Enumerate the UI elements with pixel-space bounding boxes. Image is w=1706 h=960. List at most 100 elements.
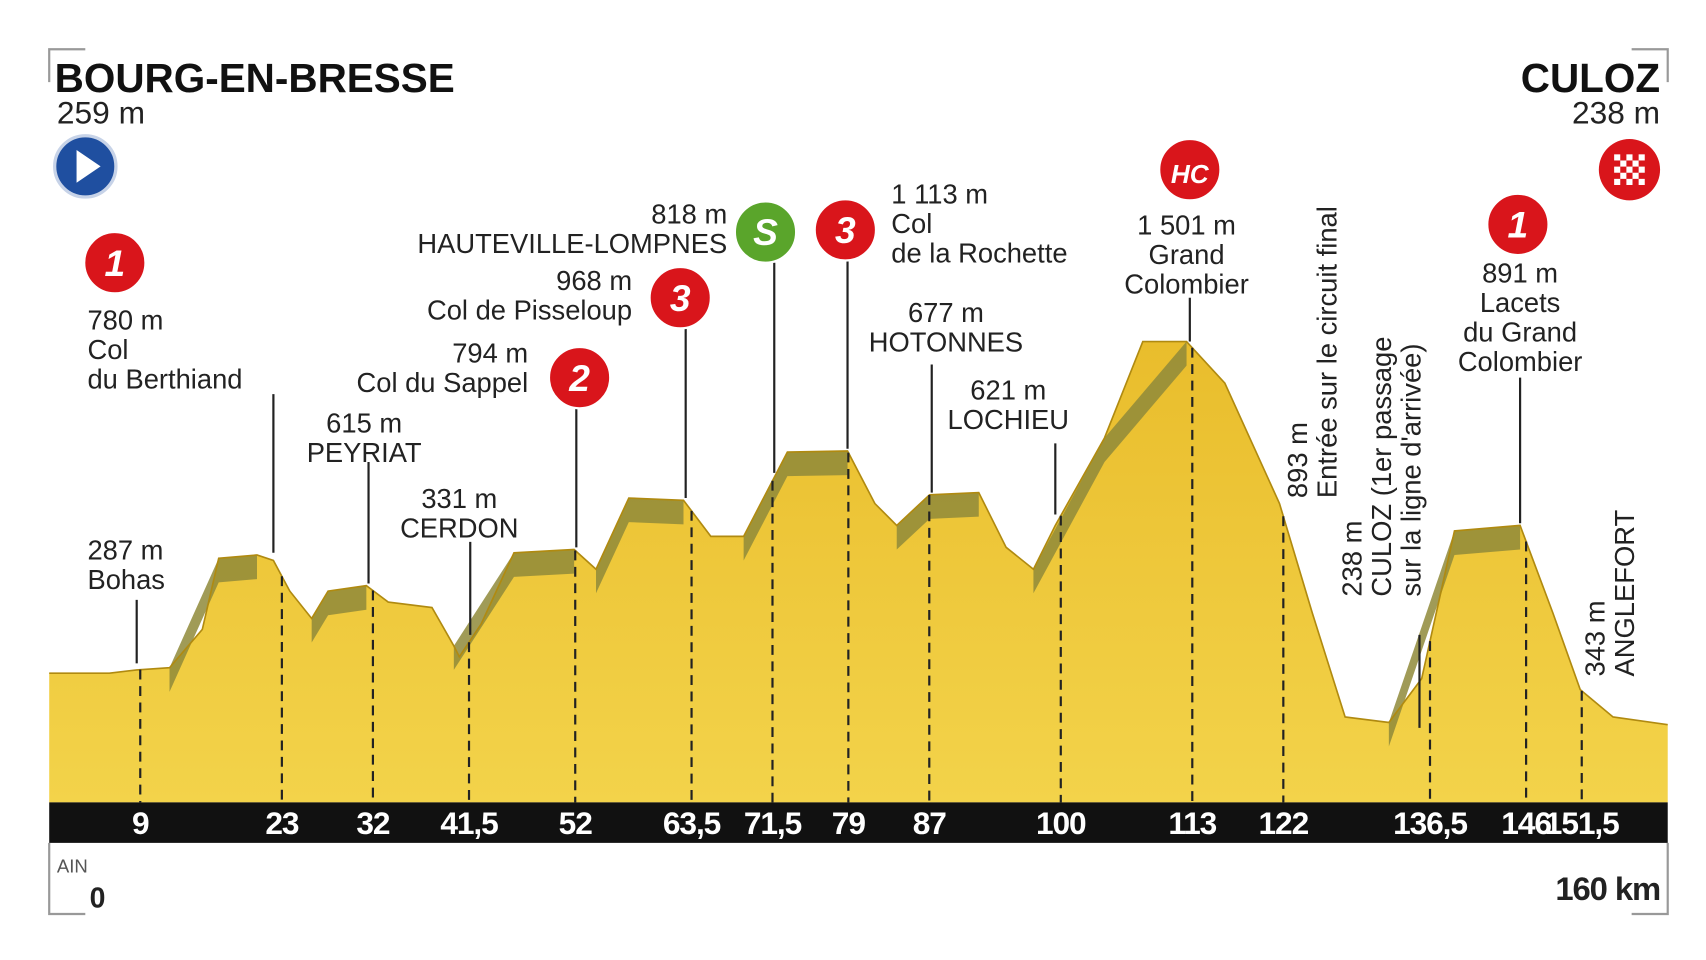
finish-altitude: 238 m: [1572, 95, 1660, 131]
frame: [1631, 842, 1669, 916]
end-km: 160 km: [1555, 870, 1660, 907]
category-text: 3: [835, 209, 856, 251]
climb-text: du Berthiand: [87, 364, 242, 395]
climb-text: Col: [891, 208, 932, 239]
climb-band: [1388, 525, 1521, 747]
climb-text: Col de Pisseloup: [427, 295, 632, 326]
checker: [1620, 172, 1627, 179]
km-label: 52: [559, 805, 593, 841]
finish-name: CULOZ: [1521, 55, 1660, 101]
climb-text: 615 m: [326, 407, 402, 438]
frame: [48, 842, 86, 916]
km-label: 71,5: [744, 805, 802, 841]
vertical-text: 893 m: [1282, 422, 1313, 498]
climb-text: PEYRIAT: [307, 437, 422, 468]
start-name: BOURG-EN-BRESSE: [55, 55, 455, 101]
checker: [1614, 166, 1621, 173]
km-label: 151,5: [1545, 805, 1619, 841]
climb-band: [1033, 341, 1187, 594]
climb-text: 331 m: [421, 483, 497, 514]
climb-band: [311, 585, 367, 643]
category-badge: [1486, 192, 1550, 257]
checker: [1626, 154, 1633, 161]
climb-text: 677 m: [908, 297, 984, 328]
vertical-text: 343 m: [1579, 600, 1610, 676]
category-badge: [648, 265, 712, 330]
km-label: 136,5: [1393, 805, 1467, 841]
checker: [1632, 160, 1639, 167]
start-arrow: [76, 149, 101, 183]
category-badge: [83, 230, 147, 295]
vertical-text: sur la ligne d'arrivée): [1396, 344, 1427, 597]
km-label: 79: [832, 805, 866, 841]
category-text: S: [753, 211, 778, 253]
climb-text: Colombier: [1124, 268, 1249, 299]
category-badge: [547, 345, 612, 410]
frame: [48, 48, 86, 83]
region: AIN: [57, 855, 88, 876]
climb-text: 891 m: [1482, 257, 1558, 288]
climb-text: CERDON: [400, 512, 518, 543]
km-label: 41,5: [440, 805, 498, 841]
climb-text: 1 501 m: [1137, 209, 1236, 240]
km-label: 122: [1259, 805, 1309, 841]
start-km: 0: [90, 882, 106, 914]
km-label: 87: [913, 805, 947, 841]
category-badge: [1158, 137, 1222, 202]
climb-text: Col: [87, 334, 128, 365]
vertical-text: ANGLEFORT: [1609, 509, 1640, 676]
climb-text: Grand: [1149, 239, 1225, 270]
climb-text: 780 m: [87, 304, 163, 335]
category-text: 3: [670, 277, 691, 319]
climb-text: Lacets: [1480, 287, 1561, 318]
km-label: 146: [1501, 805, 1551, 841]
vertical-text: 238 m: [1337, 521, 1368, 597]
climb-band: [453, 549, 575, 670]
terrain: [49, 341, 1668, 803]
category-badge: [733, 200, 798, 264]
climb-text: 621 m: [970, 375, 1046, 406]
checker: [1638, 166, 1645, 173]
km-label: 23: [265, 805, 299, 841]
vertical-text: CULOZ (1er passage: [1366, 337, 1397, 597]
start-altitude: 259 m: [57, 95, 145, 131]
checker: [1614, 178, 1621, 185]
climb-text: 1 113 m: [891, 179, 988, 210]
climb-text: 968 m: [556, 265, 632, 296]
km-label: 32: [356, 805, 390, 841]
checker: [1620, 160, 1627, 167]
km-label: 9: [132, 805, 149, 841]
category-text: 2: [568, 357, 590, 399]
km-label: 63,5: [663, 805, 721, 841]
climb-text: HOTONNES: [869, 326, 1023, 357]
km-label: 113: [1168, 805, 1216, 841]
climb-text: Col du Sappel: [357, 367, 529, 398]
profile: [49, 340, 1668, 803]
checker: [1632, 172, 1639, 179]
category-badge: [813, 198, 878, 262]
climb-text: 287 m: [87, 534, 163, 565]
category-text: 1: [1508, 204, 1529, 246]
terrain-edge: [49, 340, 1668, 726]
finish-icon: [1598, 139, 1661, 201]
frame: [1631, 48, 1669, 83]
climb-text: 818 m: [651, 198, 727, 229]
km-bar: [49, 802, 1668, 843]
km-label: 100: [1036, 805, 1086, 841]
climb-band: [743, 450, 848, 561]
climb-text: Colombier: [1458, 346, 1583, 377]
climb-text: de la Rochette: [891, 238, 1067, 269]
checker: [1626, 166, 1633, 173]
climb-text: Bohas: [87, 564, 165, 595]
checker: [1638, 154, 1645, 161]
climb-text: du Grand: [1463, 317, 1577, 348]
vertical-text: Entrée sur le circuit final: [1311, 206, 1342, 498]
climb-text: LOCHIEU: [948, 404, 1070, 435]
category-text: 1: [104, 242, 125, 284]
checker: [1638, 178, 1645, 185]
category-text: HC: [1171, 159, 1210, 189]
checker: [1626, 178, 1633, 185]
climb-text: HAUTEVILLE-LOMPNES: [417, 228, 727, 259]
climb-text: 794 m: [452, 337, 528, 368]
